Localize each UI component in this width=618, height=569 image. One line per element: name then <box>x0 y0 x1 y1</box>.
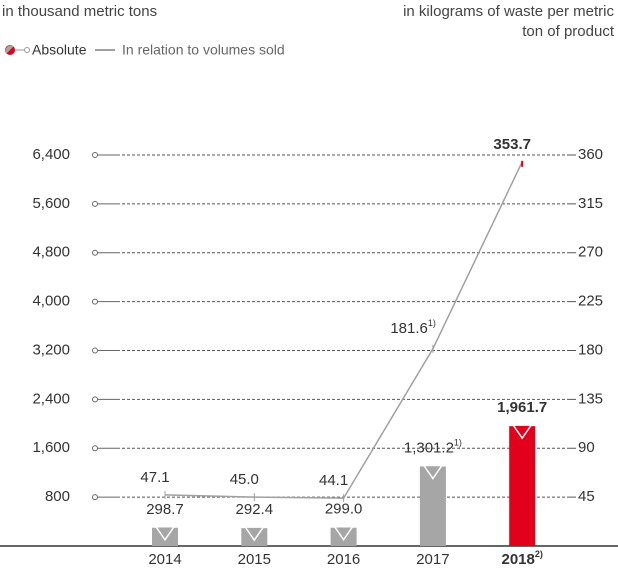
y-tick-label: 2,400 <box>32 390 70 407</box>
value-label: 44.1 <box>319 472 348 489</box>
x-tick-label: 2015 <box>238 551 271 568</box>
value-label: 1,961.7 <box>497 399 547 416</box>
category: 2014 <box>148 551 181 568</box>
y2-tick-label: 180 <box>578 341 603 358</box>
bar <box>509 426 536 546</box>
line-value-label: 44.1 <box>319 472 348 489</box>
y2-tick-label: 270 <box>578 244 603 261</box>
category: 2016 <box>327 551 360 568</box>
tick-mark <box>92 347 98 354</box>
value-label: 298.7 <box>146 501 184 518</box>
legend-swatch <box>5 45 14 54</box>
tick-mark <box>92 200 98 207</box>
y-tick-label: 5,600 <box>32 195 70 212</box>
value-label: 299.0 <box>325 501 363 518</box>
line-value-label: 45.0 <box>230 471 259 488</box>
y2-tick-label: 360 <box>578 146 603 163</box>
y2-tick-label: 45 <box>578 488 595 505</box>
y2-tick-label: 135 <box>578 390 603 407</box>
y-tick-label: 800 <box>45 488 70 505</box>
value-label: 47.1 <box>140 469 169 486</box>
bar-value-label: 1,961.7 <box>497 399 547 416</box>
legend-swatch <box>24 47 30 53</box>
bar-marker <box>154 526 176 542</box>
bar-marker <box>333 525 355 542</box>
tick-mark <box>92 396 98 403</box>
value-label: 181.6 <box>390 320 428 337</box>
tick-mark <box>92 494 98 501</box>
y2-tick-label: 90 <box>578 439 595 456</box>
footnote: 2) <box>535 549 543 559</box>
tick-mark <box>92 445 98 452</box>
bar-value-label: 1,301.21) <box>404 438 462 457</box>
value-label: 1,301.2 <box>404 439 454 456</box>
value-label: 292.4 <box>236 501 274 518</box>
y-axis-label: in thousand metric tons <box>2 3 158 20</box>
y-tick-label: 1,600 <box>32 439 70 456</box>
bar-marker <box>243 526 265 542</box>
y-tick-label: 4,000 <box>32 293 70 310</box>
bar-value-label: 292.4 <box>236 501 274 518</box>
line-value-label: 181.61) <box>390 318 436 337</box>
y-tick-label: 4,800 <box>32 244 70 261</box>
y-tick-label: 6,400 <box>32 146 70 163</box>
category: 2015 <box>238 551 271 568</box>
bar-value-label: 298.7 <box>146 501 184 518</box>
tick-mark <box>92 152 98 158</box>
tick-mark <box>92 249 98 256</box>
x-tick-label: 2017 <box>416 551 449 568</box>
category: 2018 <box>502 551 535 568</box>
line-value-label: 353.7 <box>493 136 531 153</box>
line-value-label: 47.1 <box>140 469 169 486</box>
line <box>164 161 523 499</box>
legend-label: Absolute <box>32 42 87 58</box>
x-tick-label: 2014 <box>148 551 181 568</box>
bar-value-label: 299.0 <box>325 501 363 518</box>
y2-tick-label: 225 <box>578 293 603 310</box>
x-tick-label: 20182) <box>502 549 543 568</box>
legend-label: In relation to volumes sold <box>122 42 285 58</box>
y2-tick-label: 315 <box>578 195 603 212</box>
bar-marker <box>511 424 533 440</box>
footnote: 1) <box>454 438 462 448</box>
y2-axis-label: in kilograms of waste per metric ton of … <box>403 3 614 40</box>
footnote: 1) <box>428 318 436 328</box>
category: 2017 <box>416 551 449 568</box>
tick-mark <box>92 298 98 305</box>
y-tick-label: 3,200 <box>32 341 70 358</box>
value-label: 353.7 <box>493 136 531 153</box>
value-label: 45.0 <box>230 471 259 488</box>
bar-marker <box>422 464 444 480</box>
x-tick-label: 2016 <box>327 551 360 568</box>
